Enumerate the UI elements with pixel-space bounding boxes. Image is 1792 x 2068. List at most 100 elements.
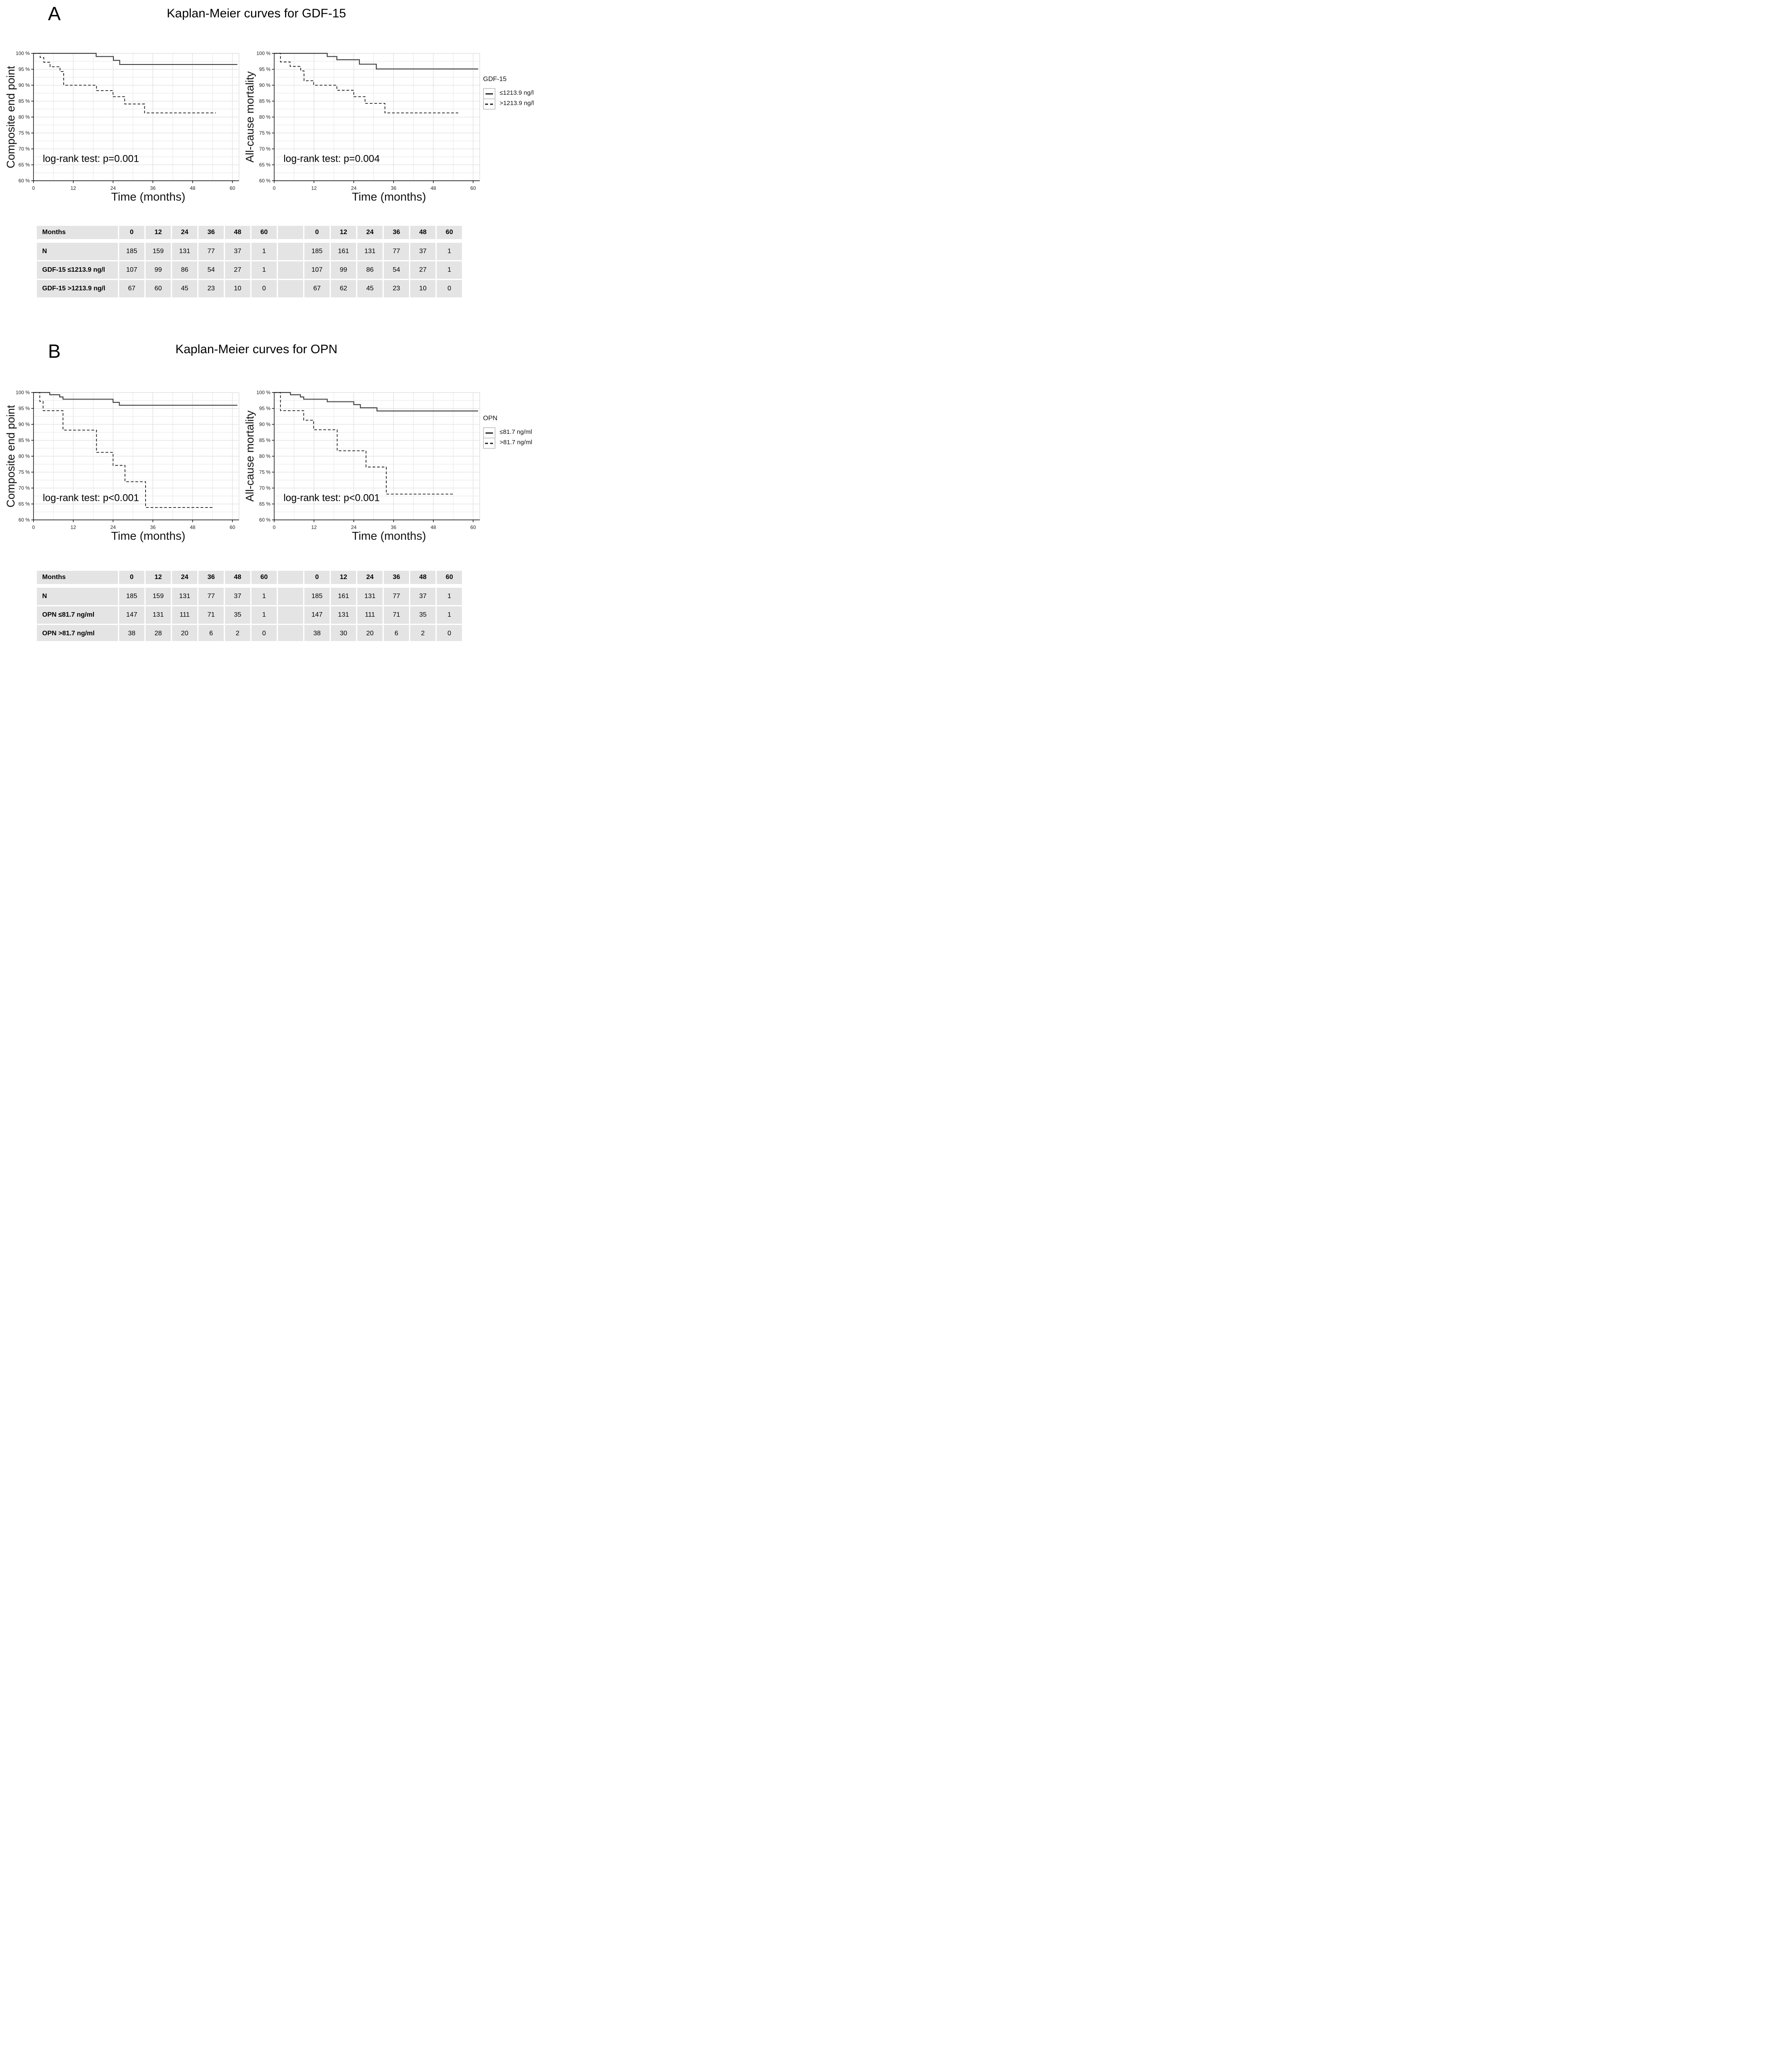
table-row-label: N: [37, 588, 118, 605]
table-cell: 27: [410, 261, 435, 279]
table-cell: [278, 625, 303, 641]
legend-opn: OPN ≤81.7 ng/ml >81.7 ng/ml: [481, 339, 538, 463]
table-row: GDF-15 ≤1213.9 ng/l 107 99 86 54 27 1 107 99 86 54…: [37, 261, 463, 279]
svg-text:75 %: 75 %: [259, 469, 271, 475]
table-cell: 185: [119, 243, 144, 260]
table-cell: 0: [437, 625, 462, 641]
table-cell: 1: [251, 261, 277, 279]
table-cell: 28: [146, 625, 171, 641]
table-cell: 54: [384, 261, 409, 279]
log-rank-annotation: log-rank test: p<0.001: [283, 493, 380, 504]
svg-text:85 %: 85 %: [259, 98, 271, 104]
table-header-cell: 0: [304, 226, 330, 239]
svg-text:0: 0: [273, 524, 276, 530]
log-rank-annotation: log-rank test: p<0.001: [43, 493, 139, 504]
km-chart-opn-composite: 100 % 95 % 90 % 85 % 80 % 75 % 70 % 65 % 60 %0 12…: [16, 390, 239, 542]
table-cell: 45: [172, 280, 197, 297]
table-cell: 131: [357, 243, 383, 260]
table-header-cell: 60: [251, 226, 277, 239]
svg-text:75 %: 75 %: [19, 130, 30, 136]
km-curve-solid: [33, 392, 237, 406]
svg-text:90 %: 90 %: [19, 82, 30, 88]
table-header-cell: 24: [172, 571, 197, 584]
table-header-row: Months 0 12 24 36 48 60 0 12 24 36 48 60: [37, 571, 463, 584]
log-rank-annotation: log-rank test: p=0.004: [283, 153, 380, 165]
svg-text:48: 48: [431, 524, 436, 530]
table-row-label: OPN >81.7 ng/ml: [37, 625, 118, 641]
svg-text:12: 12: [71, 185, 77, 191]
svg-text:36: 36: [391, 185, 397, 191]
svg-text:60 %: 60 %: [259, 178, 271, 184]
table-cell: 6: [384, 625, 409, 641]
table-header-cell: 48: [225, 571, 250, 584]
legend-title: OPN: [483, 415, 498, 422]
table-cell: 71: [384, 606, 409, 624]
table-header-cell: 48: [225, 226, 250, 239]
table-cell: 1: [251, 588, 277, 605]
table-cell: 185: [119, 588, 144, 605]
svg-text:36: 36: [150, 524, 156, 530]
table-header-cell: 12: [331, 226, 356, 239]
km-curve-solid: [274, 392, 478, 412]
svg-text:80 %: 80 %: [259, 114, 271, 120]
svg-text:95 %: 95 %: [259, 406, 271, 412]
svg-text:24: 24: [351, 185, 357, 191]
table-cell: 159: [146, 243, 171, 260]
table-cell: 86: [357, 261, 383, 279]
table-cell: 54: [199, 261, 224, 279]
svg-text:36: 36: [150, 185, 156, 191]
table-row-label: OPN ≤81.7 ng/ml: [37, 606, 118, 624]
table-cell: 10: [410, 280, 435, 297]
svg-text:12: 12: [71, 524, 77, 530]
table-row-label: GDF-15 ≤1213.9 ng/l: [37, 261, 118, 279]
table-cell: 2: [225, 625, 250, 641]
table-row: N 185 159 131 77 37 1 185 161 131 77 37 1: [37, 243, 463, 260]
table-cell: 23: [384, 280, 409, 297]
table-cell: 107: [304, 261, 330, 279]
svg-text:75 %: 75 %: [19, 469, 30, 475]
table-row: OPN >81.7 ng/ml 38 28 20 6 2 0 38 30 20 6 2 0: [37, 625, 463, 641]
table-row: OPN ≤81.7 ng/ml 147 131 111 71 35 1 147 131 111 71…: [37, 606, 463, 624]
legend-key-box: [483, 88, 495, 110]
svg-text:0: 0: [32, 524, 35, 530]
svg-text:65 %: 65 %: [259, 162, 271, 168]
table-header-cell: 48: [410, 226, 435, 239]
panel-label-B: B: [48, 340, 61, 362]
svg-text:85 %: 85 %: [19, 98, 30, 104]
svg-text:80 %: 80 %: [259, 453, 271, 459]
table-header-cell: 36: [384, 571, 409, 584]
km-curve-dashed: [274, 392, 453, 495]
table-cell: 35: [225, 606, 250, 624]
svg-text:65 %: 65 %: [259, 501, 271, 507]
svg-text:0: 0: [273, 185, 276, 191]
table-cell: 0: [251, 280, 277, 297]
table-header-cell: 12: [146, 571, 171, 584]
table-cell: 77: [384, 588, 409, 605]
x-axis-title: Time (months): [352, 529, 426, 542]
table-cell: 67: [119, 280, 144, 297]
table-cell: 37: [410, 588, 435, 605]
table-cell: 37: [225, 243, 250, 260]
table-cell: 60: [146, 280, 171, 297]
svg-text:65 %: 65 %: [19, 501, 30, 507]
table-row-label: N: [37, 243, 118, 260]
table-cell: [278, 261, 303, 279]
table-cell: 1: [437, 606, 462, 624]
panel-label-A: A: [48, 3, 61, 24]
svg-text:70 %: 70 %: [19, 146, 30, 152]
table-header-cell: 24: [172, 226, 197, 239]
table-cell: 111: [357, 606, 383, 624]
svg-text:95 %: 95 %: [19, 406, 30, 412]
legend-title: GDF-15: [483, 76, 507, 83]
table-header-row: Months 0 12 24 36 48 60 0 12 24 36 48 60: [37, 226, 463, 239]
table-cell: 131: [357, 588, 383, 605]
svg-text:60: 60: [470, 185, 476, 191]
svg-text:80 %: 80 %: [19, 453, 30, 459]
svg-text:100 %: 100 %: [16, 50, 30, 56]
svg-text:48: 48: [190, 524, 196, 530]
table-cell: 131: [172, 588, 197, 605]
table-header-cell: 0: [119, 571, 144, 584]
axes: 100 % 95 % 90 % 85 % 80 % 75 % 70 % 65 % 60 %0 12…: [256, 390, 480, 530]
solid-line-key-icon: [484, 428, 495, 438]
table-header-cell: 12: [331, 571, 356, 584]
